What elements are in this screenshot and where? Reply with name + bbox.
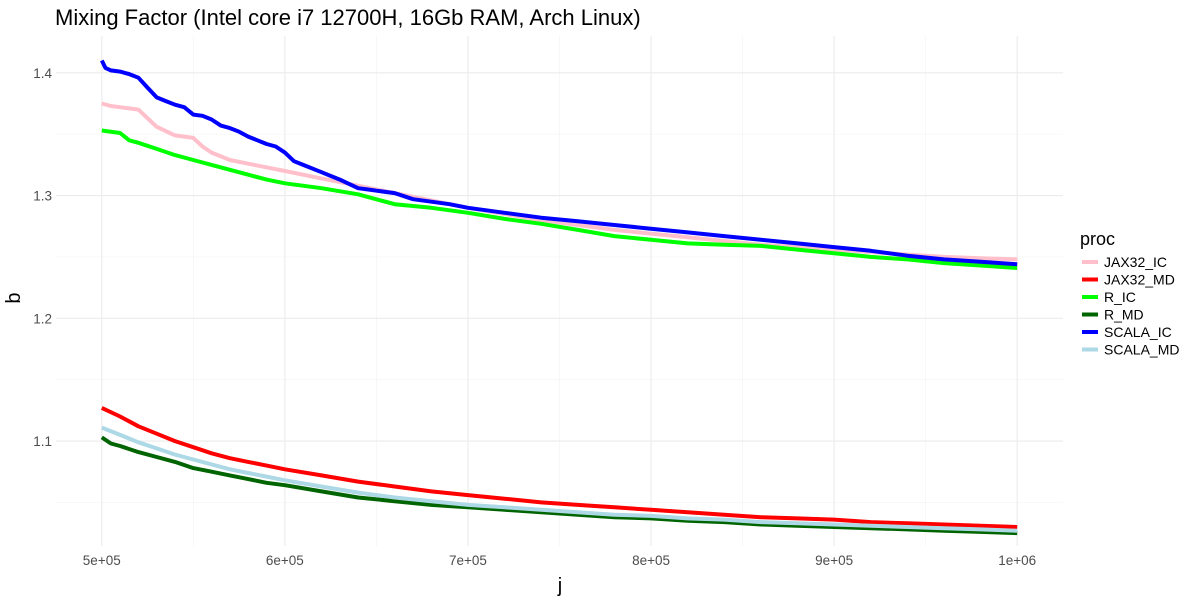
x-axis-title: j [557, 575, 562, 597]
legend-title: proc [1080, 229, 1115, 249]
series-line-jax32-ic [101, 101, 1018, 262]
legend-label-scala-ic: SCALA_IC [1104, 324, 1172, 340]
x-tick-label: 7e+05 [449, 553, 487, 568]
series-line-jax32-md [100, 406, 1018, 529]
legend-label-scala-md: SCALA_MD [1104, 342, 1179, 358]
x-tick-label: 1e+06 [998, 553, 1036, 568]
x-tick-label: 6e+05 [266, 553, 304, 568]
x-tick-label: 9e+05 [815, 553, 853, 568]
x-tick-label: 8e+05 [632, 553, 670, 568]
legend-label-r-md: R_MD [1104, 307, 1144, 323]
axis-layer: 5e+05 6e+05 7e+05 8e+05 9e+05 1e+06 1.1 1.2 1.3 1… [33, 66, 1036, 568]
y-axis-title: b [3, 292, 25, 303]
series-line-r-ic [101, 128, 1018, 270]
plot-grid [56, 36, 1063, 546]
y-tick-label: 1.3 [33, 189, 52, 204]
chart-title: Mixing Factor (Intel core i7 12700H, 16G… [55, 5, 641, 30]
legend-label-jax32-md: JAX32_MD [1104, 272, 1175, 288]
y-tick-label: 1.1 [33, 434, 52, 449]
x-tick-label: 5e+05 [83, 553, 121, 568]
legend-label-r-ic: R_IC [1104, 289, 1136, 305]
legend-label-jax32-ic: JAX32_IC [1104, 254, 1167, 270]
series-line-scala-md [101, 425, 1018, 533]
series-line-scala-ic [100, 59, 1018, 267]
series-layer [100, 59, 1018, 536]
y-tick-label: 1.2 [33, 311, 52, 326]
y-tick-label: 1.4 [33, 66, 52, 81]
series-line-r-md [100, 435, 1018, 536]
